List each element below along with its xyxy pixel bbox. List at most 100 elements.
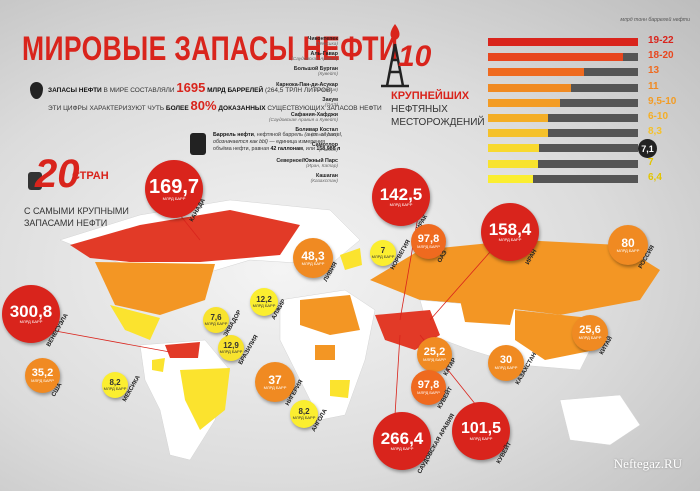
- field-value: 6-10: [648, 111, 669, 122]
- field-bar: [488, 83, 571, 92]
- country-unit: МЛРД БАРР: [204, 320, 228, 326]
- watermark: Neftegaz.RU: [613, 456, 682, 471]
- field-name: Чиконтепек (Мексика): [218, 36, 338, 47]
- field-value: 18-20: [648, 50, 674, 62]
- field-country: (Бразилия): [313, 87, 338, 93]
- field-name: Сафания-Хафджи (Саудовская Аравия и Кувей…: [218, 112, 338, 123]
- country-unit: МЛРД БАРР: [371, 253, 395, 259]
- barrel-definition: Баррель нефти, нефтяной баррель (англ. o…: [213, 132, 343, 152]
- country-bubble: 7,6 МЛРД БАРР: [203, 307, 229, 333]
- country-bubble: 97,8 МЛРД БАРР: [411, 370, 446, 405]
- country-value: 12,2: [256, 294, 272, 304]
- angola-region: [330, 380, 350, 398]
- field-bar-rest: [533, 174, 638, 183]
- country-bubble: 158,4 МЛРД БАРР: [481, 203, 539, 261]
- country-bubble: 142,5 МЛРД БАРР: [372, 168, 430, 226]
- brazil-region: [180, 368, 230, 430]
- field-bar-rest: [537, 159, 638, 168]
- country-unit: МЛРД БАРР: [423, 356, 446, 362]
- field-bar: [488, 53, 623, 62]
- stat-share: ЭТИ ЦИФРЫ ХАРАКТЕРИЗУЮТ ЧУТЬ БОЛЕЕ 80% Д…: [48, 98, 382, 113]
- field-value: 11: [648, 80, 659, 92]
- field-bar-rest: [560, 98, 638, 107]
- field-name: Кашаган (Казахстан): [218, 173, 338, 184]
- country-unit: МЛРД БАРР: [301, 260, 325, 266]
- field-bar-rest: [623, 53, 638, 62]
- field-country: (Казахстан): [310, 178, 338, 184]
- country-bubble: 37 МЛРД БАРР: [255, 362, 295, 402]
- field-bar: [488, 144, 539, 153]
- country-unit: МЛРД БАРР: [417, 243, 440, 249]
- field-value: 6,4: [648, 171, 662, 183]
- field-bar-rest: [584, 68, 638, 77]
- field-value: 7: [648, 156, 654, 168]
- derrick-icon: [381, 24, 409, 88]
- country-value: 48,3: [301, 248, 325, 263]
- fields-title: КРУПНЕЙШИХ НЕФТЯНЫХ МЕСТОРОЖДЕНИЙ: [391, 90, 485, 128]
- field-bar: [488, 114, 548, 122]
- field-country: (Саудовская Аравия и Кувейт): [268, 118, 338, 123]
- norway-region: [340, 248, 362, 270]
- fields-number: 10: [398, 40, 432, 73]
- country-unit: МЛРД БАРР: [389, 202, 413, 208]
- country-unit: МЛРД БАРР: [103, 385, 127, 391]
- field-country: (Иран, Катар): [305, 163, 338, 169]
- field-country: (Мексика): [315, 42, 338, 47]
- field-bar: [488, 68, 584, 77]
- field-bar: [488, 98, 560, 107]
- field-value: 13: [648, 65, 660, 77]
- country-value: 7,6: [210, 312, 222, 322]
- country-value: 25,6: [579, 324, 601, 337]
- country-bubble: 7 МЛРД БАРР: [370, 240, 396, 266]
- field-name: Северное/Южный Парс (Иран, Катар): [218, 158, 338, 169]
- field-bar-rest: [548, 114, 638, 122]
- country-bubble: 35,2 МЛРД БАРР: [25, 358, 60, 393]
- field-country: (ОАЭ): [324, 102, 338, 108]
- field-bar-rest: [548, 129, 638, 138]
- field-country: (Саудовская Аравия): [291, 57, 338, 63]
- country-bubble: 97,8 МЛРД БАРР: [411, 224, 446, 259]
- country-unit: МЛРД БАРР: [469, 435, 493, 441]
- country-value: 80: [621, 235, 635, 250]
- country-bubble: 169,7 МЛРД БАРР: [145, 160, 203, 218]
- field-value: 8,3: [648, 126, 662, 138]
- field-value: 7,1: [638, 139, 657, 159]
- country-value: 25,2: [423, 345, 446, 358]
- country-bubble: 12,2 МЛРД БАРР: [250, 288, 278, 316]
- country-value: 12,9: [223, 340, 239, 350]
- canada-region: [70, 210, 300, 262]
- field-name: Аль-Гавар (Саудовская Аравия): [218, 51, 338, 62]
- venezuela-region: [165, 342, 200, 358]
- country-unit: МЛРД БАРР: [494, 365, 518, 371]
- country-unit: МЛРД БАРР: [219, 348, 243, 354]
- field-name: Большой Бурган (Кувейт): [218, 66, 338, 77]
- africa-north: [300, 295, 360, 335]
- country-bubble: 300,8 МЛРД БАРР: [2, 285, 60, 343]
- field-bar: [488, 38, 638, 46]
- country-bubble: 80 МЛРД БАРР: [608, 225, 648, 265]
- country-unit: МЛРД БАРР: [263, 384, 287, 390]
- fields-unit: млрд тонн баррелей нефти: [620, 17, 690, 23]
- country-value: 266,4: [380, 429, 424, 449]
- country-bubble: 12,9 МЛРД БАРР: [218, 335, 244, 361]
- field-name: Карнока-Пан-ди-Асукар (Бразилия): [218, 82, 338, 93]
- country-unit: МЛРД БАРР: [31, 377, 54, 383]
- field-bar: [488, 159, 538, 168]
- country-unit: МЛРД БАРР: [616, 247, 640, 253]
- kazakhstan-region: [460, 300, 515, 325]
- ecuador-region: [152, 358, 165, 372]
- barrel-icon: [190, 133, 206, 155]
- country-value: 30: [499, 354, 513, 367]
- country-unit: МЛРД БАРР: [292, 414, 316, 420]
- country-value: 158,4: [488, 220, 532, 240]
- country-value: 169,7: [148, 175, 200, 198]
- field-country: (Кувейт): [317, 72, 338, 78]
- country-unit: МЛРД БАРР: [390, 446, 414, 452]
- country-unit: МЛРД БАРР: [578, 335, 602, 341]
- country-unit: МЛРД БАРР: [252, 302, 276, 308]
- stat-reserves: ЗАПАСЫ НЕФТИ В МИРЕ СОСТАВЛЯЛИ 1695 МЛРД…: [48, 80, 333, 95]
- country-bubble: 25,2 МЛРД БАРР: [417, 337, 452, 372]
- country-bubble: 101,5 МЛРД БАРР: [452, 402, 510, 460]
- country-unit: МЛРД БАРР: [498, 237, 522, 243]
